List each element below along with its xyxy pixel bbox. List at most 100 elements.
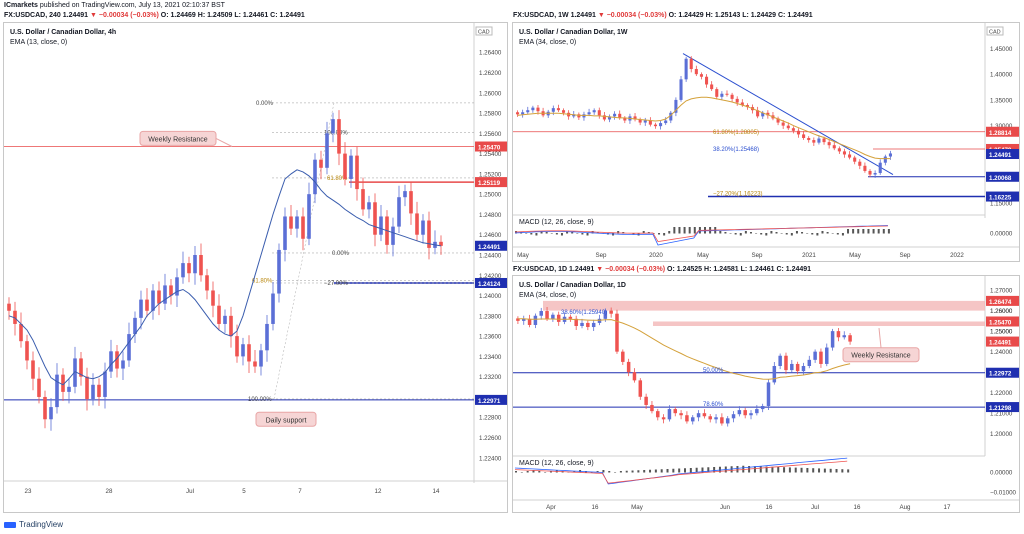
left-chart-panel[interactable]: 1.26400 1.26200 1.26000 1.25800 1.25600 1.254… (3, 22, 508, 513)
candle-body (819, 351, 823, 364)
macd-histogram-bar (538, 471, 541, 473)
daily-change: ▼ −0.00034 (−0.03%) (596, 266, 666, 273)
price-tick-label: 1.24800 (479, 212, 502, 219)
daily-chart-panel[interactable]: 1.270001.260001.250001.240001.230001.220… (512, 275, 1020, 513)
candle-body (109, 351, 113, 372)
price-tick-label: 1.26200 (479, 70, 502, 77)
candle-body (313, 159, 317, 195)
macd-histogram-bar (765, 233, 768, 236)
ema-line (517, 96, 891, 160)
candle-body (283, 216, 287, 250)
time-tick-label: 2021 (802, 252, 816, 259)
candle-body (648, 120, 652, 125)
fib-level-label: 100.00% (324, 130, 348, 136)
macd-histogram-bar (619, 471, 622, 473)
price-tick-label: 1.24600 (479, 232, 502, 239)
time-tick-label: 2020 (649, 252, 663, 259)
candle-body (217, 305, 221, 324)
macd-histogram-bar (734, 233, 737, 235)
weekly-last-price: 1.24491 (570, 12, 596, 19)
macd-line (514, 457, 848, 485)
candle-body (271, 293, 275, 324)
macd-histogram-bar (701, 467, 704, 473)
left-symbol[interactable]: FX:USDCAD, 240 (4, 12, 61, 19)
candle-body (121, 360, 125, 369)
candle-body (749, 413, 753, 416)
price-tick-label: 1.25200 (479, 171, 502, 178)
price-tag (986, 149, 1019, 160)
candle-body (848, 335, 852, 342)
macd-histogram-bar (790, 233, 793, 236)
price-tick-label: 1.24400 (479, 253, 502, 260)
daily-symbol-bar: FX:USDCAD, 1D 1.24491 ▼ −0.00034 (−0.03%… (513, 266, 811, 273)
candle-body (632, 372, 637, 381)
macd-tick-label: 0.00000 (990, 470, 1013, 477)
daily-chart-svg[interactable]: 1.270001.260001.250001.240001.230001.220… (513, 276, 1020, 513)
candle-body (403, 191, 407, 198)
candle-body (61, 374, 65, 392)
time-tick-label: Apr (546, 504, 556, 511)
time-tick-label: May (697, 252, 710, 259)
daily-last-price: 1.24491 (569, 266, 595, 273)
price-tag-label: 1.24491 (989, 152, 1012, 159)
candle-body (597, 318, 602, 323)
candle-body (795, 363, 800, 372)
macd-histogram-bar (852, 229, 855, 234)
time-tick-label: May (849, 252, 862, 259)
price-tag-label: 1.26474 (989, 299, 1012, 306)
candle-body (91, 384, 95, 399)
macd-histogram-bar (718, 466, 721, 473)
fib-level-label: 0.00% (332, 251, 350, 257)
price-tick-label: 1.23600 (479, 334, 502, 341)
price-tick-label: 1.22800 (479, 415, 502, 422)
macd-histogram-bar (663, 233, 666, 236)
candle-body (772, 366, 777, 383)
weekly-symbol[interactable]: FX:USDCAD, 1W (513, 12, 569, 19)
ema-line (8, 169, 442, 386)
macd-histogram-bar (549, 471, 552, 473)
macd-histogram-bar (555, 233, 558, 235)
candle-body (708, 416, 712, 420)
candle-body (731, 414, 736, 419)
fib-level-label: 38.20%(1.25468) (713, 147, 759, 153)
price-tag (475, 240, 507, 251)
price-tag (475, 141, 507, 152)
candle-body (725, 93, 729, 95)
price-tag (986, 336, 1019, 347)
tradingview-logo[interactable]: TradingView (4, 520, 63, 529)
macd-histogram-bar (811, 233, 814, 235)
left-chart-svg[interactable]: 1.26400 1.26200 1.26000 1.25800 1.25600 1.254… (4, 23, 508, 513)
fib-level-label: 61.80% (252, 278, 273, 284)
candle-body (427, 220, 431, 248)
candle-body (533, 315, 538, 325)
macd-histogram-bar (835, 469, 838, 473)
weekly-chart-panel[interactable]: 1.450001.400001.350001.300001.250001.200… (512, 22, 1020, 262)
macd-histogram-bar (753, 466, 756, 473)
candle-body (587, 112, 591, 115)
price-tag-label: 1.22971 (478, 398, 501, 405)
candle-body (421, 220, 425, 235)
price-tag (986, 143, 1019, 154)
macd-histogram-bar (596, 471, 599, 473)
candle-body (621, 351, 625, 362)
candle-body (656, 411, 660, 418)
price-tag-label: 1.25470 (478, 145, 501, 152)
candle-body (133, 317, 137, 335)
candle-body (878, 162, 882, 173)
candle-body (295, 216, 299, 229)
time-tick-label: Jun (720, 504, 731, 511)
candle-body (684, 58, 688, 80)
candle-body (609, 310, 613, 314)
candle-body (633, 116, 637, 120)
candle-body (613, 113, 617, 117)
candle-body (766, 112, 770, 116)
macd-histogram-bar (775, 232, 778, 234)
price-tick-label: 1.25000 (990, 329, 1013, 336)
fib-level-label: 50.00% (703, 368, 724, 374)
macd-histogram-bar (642, 231, 645, 234)
weekly-chart-svg[interactable]: 1.450001.400001.350001.300001.250001.200… (513, 23, 1020, 262)
macd-histogram-bar (586, 233, 589, 236)
candle-body (115, 351, 119, 369)
daily-symbol[interactable]: FX:USDCAD, 1D (513, 266, 568, 273)
candle-body (551, 108, 555, 112)
